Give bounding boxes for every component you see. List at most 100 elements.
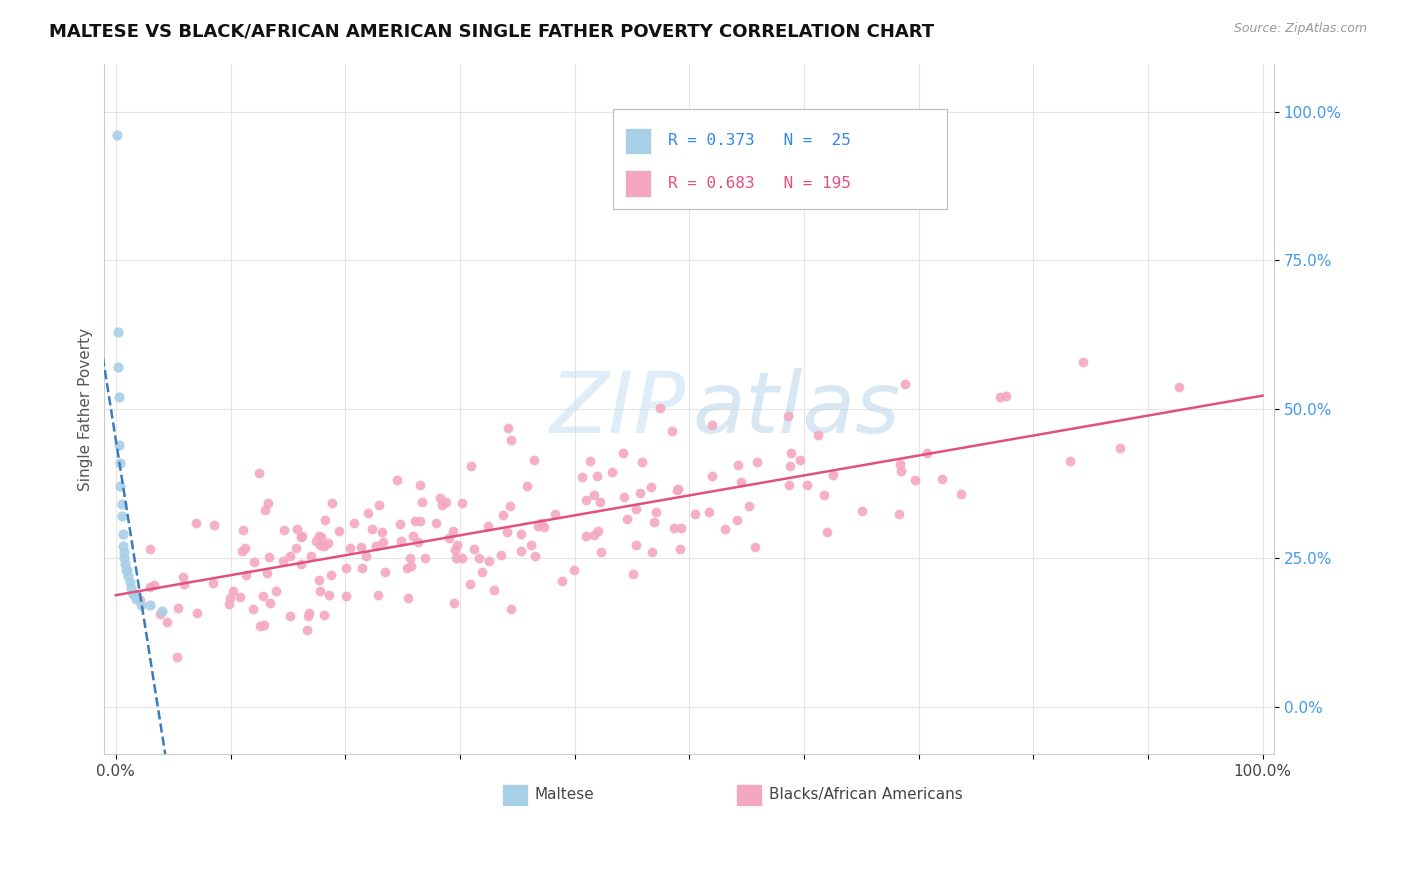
Point [231,544,253,558]
Point [516,479,538,493]
Point [702,469,724,483]
Text: Source: ZipAtlas.com: Source: ZipAtlas.com [1233,22,1367,36]
Point [523,549,546,563]
Point [463,542,485,557]
Point [579,454,602,468]
Point [356,506,378,520]
Point [425,516,447,530]
Point [222,583,245,598]
Point [297,608,319,623]
Bar [613,109,946,209]
Point [737,499,759,513]
Point [551,574,574,588]
Point [408,514,430,528]
Point [602,465,624,479]
Point [441,524,464,539]
Point [312,608,335,623]
Point [321,496,343,510]
Point [460,459,482,474]
Point [529,516,551,530]
Point [156,615,179,630]
Point [444,543,467,558]
Point [458,577,481,591]
Point [890,464,912,478]
Text: ZIP: ZIP [550,368,686,450]
Point [256,566,278,580]
Point [247,466,270,480]
Point [725,513,748,527]
Point [413,550,436,565]
Point [562,563,585,577]
Point [107,325,129,339]
Point [202,517,225,532]
Point [319,567,342,582]
Point [110,497,132,511]
Point [249,619,271,633]
Point [1109,441,1132,455]
Point [271,554,294,568]
Point [501,602,523,616]
Point [299,549,322,564]
Point [257,550,280,565]
Point [468,551,491,566]
Point [544,507,567,521]
Point [118,574,141,589]
Point [110,456,132,470]
Point [519,539,541,553]
Point [117,568,139,582]
Point [780,446,803,460]
Point [931,472,953,486]
Point [108,390,131,404]
Text: Blacks/African Americans: Blacks/African Americans [769,788,963,802]
Point [290,557,312,571]
Point [122,586,145,600]
Point [235,568,257,582]
Point [713,522,735,536]
Point [350,540,373,554]
Point [388,517,411,532]
Point [314,513,336,527]
Point [111,539,134,553]
Point [395,561,418,575]
Point [778,478,800,492]
Point [335,589,357,603]
Point [172,570,194,584]
Point [451,551,474,566]
Point [889,457,911,471]
Point [582,528,605,542]
Point [111,527,134,541]
Point [108,438,131,452]
Point [167,601,190,615]
Point [139,542,162,557]
Point [482,583,505,598]
Point [648,401,671,416]
Point [173,577,195,591]
Point [335,561,357,575]
Point [232,523,254,537]
Point [446,538,468,552]
Point [308,528,330,542]
Point [120,581,142,595]
Point [352,561,374,575]
Point [1071,354,1094,368]
Point [492,508,515,522]
Point [291,529,314,543]
Point [316,536,339,550]
Point [339,541,361,556]
Point [110,479,132,493]
Point [396,591,419,606]
Point [630,455,652,469]
Point [328,524,350,538]
Point [110,509,132,524]
Point [305,533,328,548]
Point [491,548,513,562]
Point [264,583,287,598]
Point [218,597,240,611]
Point [218,591,240,606]
Point [641,545,664,559]
Point [309,530,332,544]
Point [373,534,395,549]
Bar [624,170,651,196]
Point [510,543,533,558]
Point [526,518,548,533]
